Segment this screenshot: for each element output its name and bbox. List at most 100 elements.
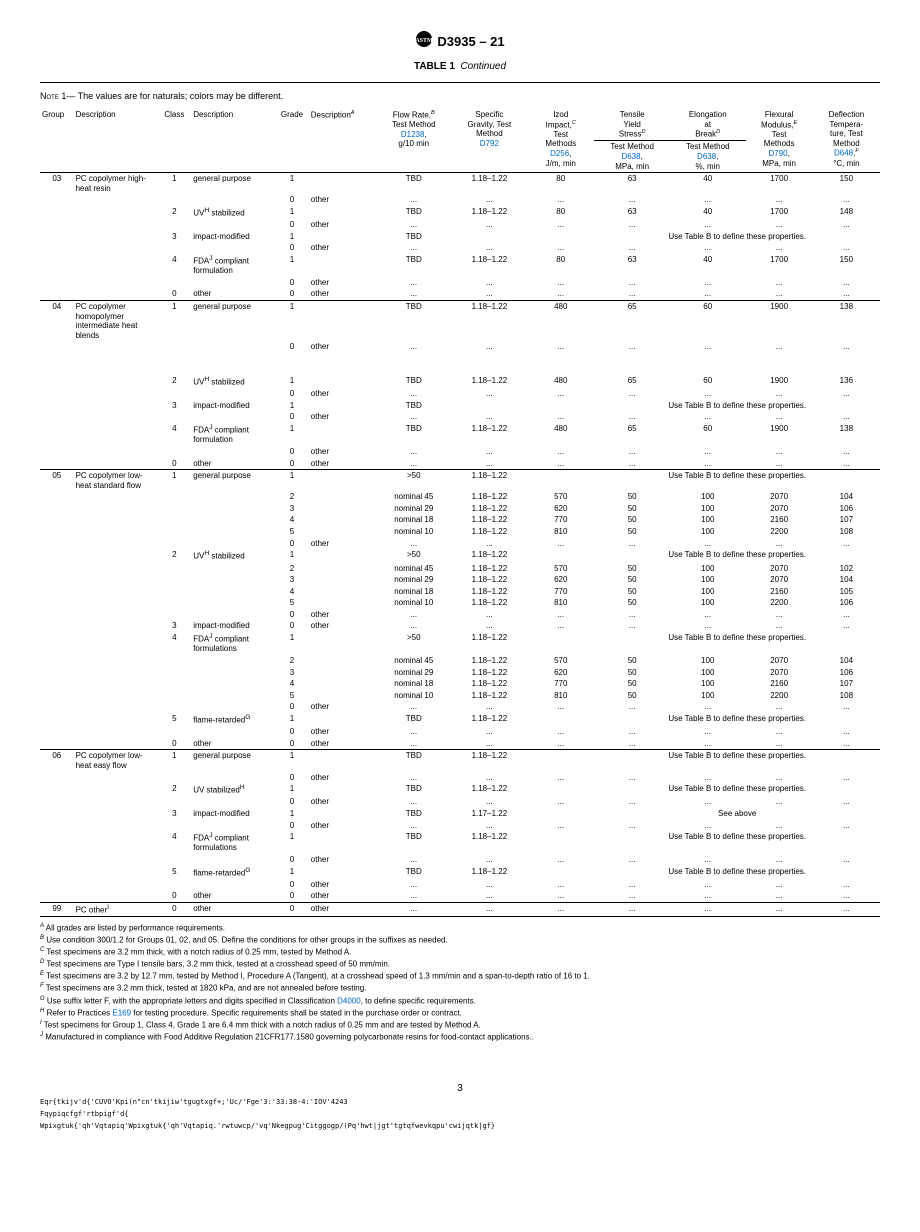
table-cell: ... <box>527 277 594 289</box>
table-cell: FDAJ compliant formulation <box>191 423 275 446</box>
table-cell: ... <box>594 411 670 423</box>
table-cell: ... <box>813 701 880 713</box>
table-cell <box>40 701 74 713</box>
table-cell <box>40 353 74 364</box>
table-cell <box>309 783 376 796</box>
table-head: Group Description Class Description Grad… <box>40 109 880 173</box>
table-cell: ... <box>594 879 670 891</box>
table-cell: 50 <box>594 586 670 598</box>
table-cell: 102 <box>813 563 880 575</box>
table-cell: ... <box>527 796 594 808</box>
table-cell: ... <box>813 411 880 423</box>
table-cell: ... <box>527 609 594 621</box>
table-cell: 50 <box>594 597 670 609</box>
table-cell <box>74 563 158 575</box>
table-cell: general purpose <box>191 301 275 342</box>
table-cell: ... <box>670 609 746 621</box>
table-cell: nominal 45 <box>376 655 452 667</box>
table-cell: ... <box>594 194 670 206</box>
table-cell: >50 <box>376 632 452 655</box>
table-cell: general purpose <box>191 470 275 492</box>
table-cell <box>74 341 158 353</box>
table-cell <box>40 820 74 832</box>
table-cell: ... <box>746 538 813 550</box>
table-cell: 770 <box>527 678 594 690</box>
table-cell: 1 <box>275 206 309 219</box>
table-cell: ... <box>670 890 746 902</box>
table-cell: ... <box>452 890 528 902</box>
table-cell: 108 <box>813 690 880 702</box>
table-cell: 106 <box>813 667 880 679</box>
table-cell: 570 <box>527 491 594 503</box>
table-cell: 80 <box>527 173 594 195</box>
table-cell <box>191 796 275 808</box>
table-row: 2UV stabilizedH1TBD1.18–1.22Use Table B … <box>40 783 880 796</box>
table-cell: nominal 10 <box>376 597 452 609</box>
table-cell: ... <box>452 879 528 891</box>
table-cell <box>74 364 158 375</box>
table-cell: 0 <box>275 820 309 832</box>
table-cell <box>40 364 74 375</box>
table-cell <box>40 206 74 219</box>
table-cell: 50 <box>594 655 670 667</box>
table-row: 03PC copolymer high-heat resin1general p… <box>40 173 880 195</box>
table-row: 2UVH stabilized1>501.18–1.22Use Table B … <box>40 549 880 562</box>
table-cell: 0 <box>275 446 309 458</box>
table-cell <box>309 423 376 446</box>
table-cell <box>309 866 376 879</box>
table-cell: ... <box>527 820 594 832</box>
table-cell: ... <box>452 341 528 353</box>
table-cell <box>309 254 376 277</box>
table-cell <box>309 690 376 702</box>
svg-text:ASTM: ASTM <box>416 38 434 44</box>
table-cell: 480 <box>527 375 594 388</box>
table-cell <box>158 514 192 526</box>
table-cell <box>40 879 74 891</box>
table-cell: 1.18–1.22 <box>452 597 528 609</box>
table-cell: ... <box>813 194 880 206</box>
footnote: G Use suffix letter F, with the appropri… <box>40 996 880 1007</box>
table-cell: ... <box>527 890 594 902</box>
table-cell <box>74 574 158 586</box>
table-cell <box>191 609 275 621</box>
col-grade: Grade <box>275 109 309 173</box>
table-cell: TBD <box>376 831 452 854</box>
table-cell: 5 <box>158 713 192 726</box>
table-cell: other <box>309 388 376 400</box>
table-cell <box>191 538 275 550</box>
table-cell <box>309 632 376 655</box>
table-cell: 570 <box>527 563 594 575</box>
table-row: 0other..................... <box>40 388 880 400</box>
table-row: 2nominal 451.18–1.22570501002070102 <box>40 563 880 575</box>
table-cell <box>309 574 376 586</box>
table-cell: 3 <box>158 808 192 820</box>
table-cell: Use Table B to define these properties. <box>594 400 880 412</box>
table-cell <box>74 808 158 820</box>
table-row: 4nominal 181.18–1.22770501002160105 <box>40 586 880 598</box>
table-cell: 06 <box>40 750 74 772</box>
table-row: 4nominal 181.18–1.22770501002160107 <box>40 514 880 526</box>
table-row: 2nominal 451.18–1.22570501002070104 <box>40 655 880 667</box>
table-cell: ... <box>376 242 452 254</box>
table-cell: other <box>309 609 376 621</box>
table-cell: 99 <box>40 903 74 917</box>
table-row: 0other..................... <box>40 219 880 231</box>
table-cell: ... <box>452 796 528 808</box>
table-cell: 106 <box>813 597 880 609</box>
table-cell <box>158 655 192 667</box>
col-tensile: TensileYieldStressD <box>594 109 670 141</box>
table-cell: nominal 45 <box>376 491 452 503</box>
table-cell: 80 <box>527 254 594 277</box>
table-cell <box>74 514 158 526</box>
table-cell: other <box>191 903 275 917</box>
table-cell: 810 <box>527 690 594 702</box>
table-cell <box>40 574 74 586</box>
table-cell: nominal 18 <box>376 514 452 526</box>
table-row <box>40 353 880 364</box>
table-cell <box>191 655 275 667</box>
table-cell: 50 <box>594 503 670 515</box>
table-cell <box>74 609 158 621</box>
table-cell <box>158 574 192 586</box>
table-cell <box>191 772 275 784</box>
table-cell: 0 <box>275 242 309 254</box>
